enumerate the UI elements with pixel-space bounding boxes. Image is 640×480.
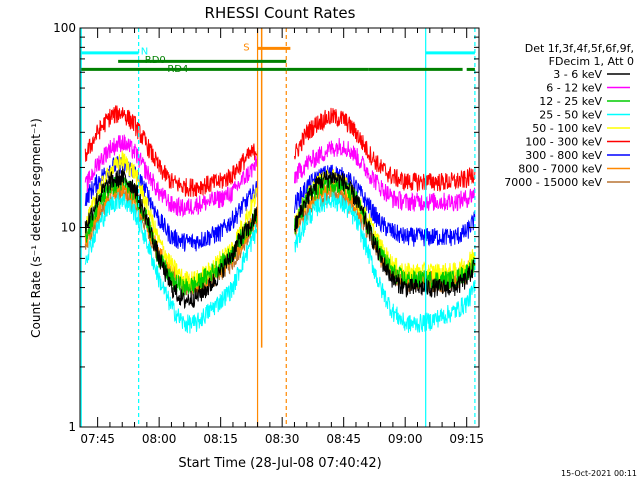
series-line <box>84 105 259 197</box>
x-tick-label: 09:00 <box>388 432 423 446</box>
series-line <box>294 107 476 192</box>
legend-item-label: 800 - 7000 keV <box>518 163 602 176</box>
legend-item-label: 25 - 50 keV <box>539 109 602 122</box>
legend: Det 1f,3f,4f,5f,6f,9f, FDecim 1, Att 0 3… <box>504 42 634 189</box>
x-tick-label: 08:15 <box>203 432 238 446</box>
y-axis-label: Count Rate (s⁻¹ detector segment⁻¹) <box>29 118 43 338</box>
y-tick-label: 1 <box>68 420 76 434</box>
flag-label-s: S <box>243 42 249 53</box>
x-tick-label: 08:00 <box>142 432 177 446</box>
series-line <box>294 137 476 212</box>
x-tick-label: 08:30 <box>265 432 300 446</box>
chart-title: RHESSI Count Rates <box>205 4 356 22</box>
series-3-6-kev <box>84 167 476 310</box>
series-6-12-kev <box>84 134 476 218</box>
series-line <box>294 190 476 333</box>
legend-item-label: 50 - 100 keV <box>532 122 602 135</box>
legend-item-label: 12 - 25 keV <box>539 95 602 108</box>
flag-label-rd0: RD0 <box>145 55 166 66</box>
legend-item-label: 100 - 300 keV <box>525 136 602 149</box>
legend-item-label: 300 - 800 keV <box>525 149 602 162</box>
flag-label-rd4: RD4 <box>167 64 188 75</box>
axes-layer: 1 10 100 07:45 08:00 08:15 08:30 08:45 09:00 09:1… <box>53 21 484 446</box>
legend-item-label: 7000 - 15000 keV <box>504 176 602 189</box>
series-line <box>294 170 476 298</box>
series-25-50-kev <box>84 190 476 334</box>
legend-item-label: 3 - 6 keV <box>553 68 602 81</box>
plot-layer <box>84 28 476 348</box>
x-axis-label: Start Time (28-Jul-08 07:40:42) <box>178 456 381 471</box>
x-tick-label: 09:15 <box>449 432 484 446</box>
legend-header-line-2: FDecim 1, Att 0 <box>549 55 634 68</box>
legend-item-label: 6 - 12 keV <box>546 82 602 95</box>
footer-timestamp: 15-Oct-2021 00:11 <box>561 469 637 478</box>
series-100-300-kev <box>84 105 476 197</box>
y-tick-label: 10 <box>61 221 76 235</box>
series-line <box>84 134 259 218</box>
legend-header-line-1: Det 1f,3f,4f,5f,6f,9f, <box>525 42 634 55</box>
series-line <box>84 167 259 310</box>
y-tick-label: 100 <box>53 21 76 35</box>
flag-label-n: N <box>141 47 148 58</box>
x-tick-label: 08:45 <box>326 432 361 446</box>
x-tick-label: 07:45 <box>80 432 115 446</box>
series-line <box>84 191 259 334</box>
